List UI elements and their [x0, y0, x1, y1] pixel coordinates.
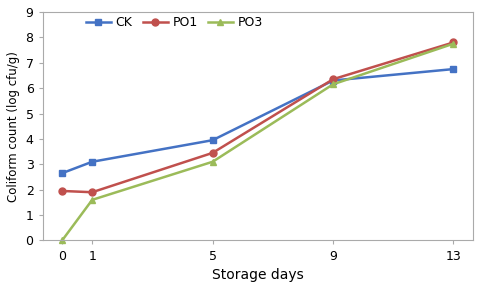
PO1 [59, 189, 65, 193]
PO3 [59, 239, 65, 242]
Line: PO3: PO3 [59, 40, 457, 244]
PO3 [451, 42, 456, 45]
PO3 [89, 198, 95, 202]
PO1 [210, 151, 216, 155]
PO3 [330, 83, 336, 86]
Legend: CK, PO1, PO3: CK, PO1, PO3 [83, 14, 265, 32]
CK [210, 138, 216, 142]
CK [59, 171, 65, 175]
PO3 [210, 160, 216, 164]
CK [89, 160, 95, 164]
Line: CK: CK [59, 66, 457, 177]
CK [330, 79, 336, 82]
PO1 [330, 77, 336, 81]
PO1 [89, 190, 95, 194]
PO1 [451, 41, 456, 44]
X-axis label: Storage days: Storage days [212, 268, 304, 282]
Line: PO1: PO1 [59, 39, 457, 196]
Y-axis label: Coliform count (log cfu/g): Coliform count (log cfu/g) [7, 51, 20, 202]
CK [451, 67, 456, 71]
